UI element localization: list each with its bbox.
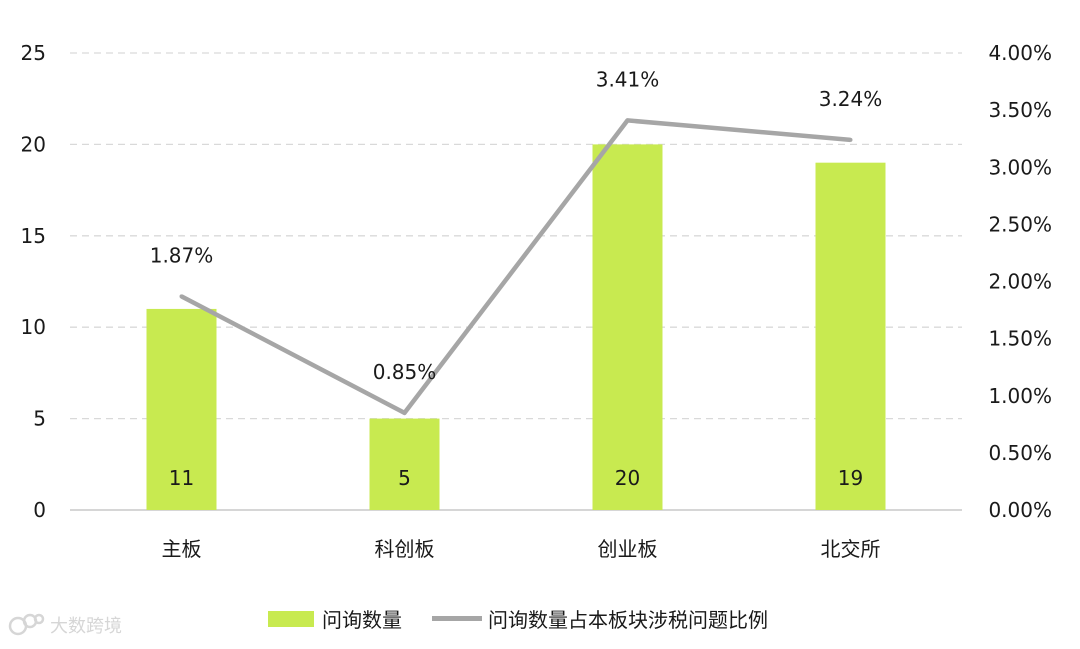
line-point	[625, 118, 630, 123]
legend-swatch-line	[432, 616, 482, 621]
legend-label-bar: 问询数量	[322, 608, 402, 632]
left-axis-tick-label: 25	[21, 41, 46, 65]
left-axis-tick-label: 20	[21, 132, 46, 156]
right-axis-tick-label: 0.50%	[988, 441, 1052, 465]
bar	[815, 162, 886, 510]
bar-value-label: 5	[398, 466, 411, 490]
watermark: 大数跨境	[8, 612, 122, 638]
left-axis-tick-label: 5	[33, 407, 46, 431]
left-axis-tick-label: 10	[21, 315, 46, 339]
right-axis-tick-label: 0.00%	[988, 498, 1052, 522]
bar-value-label: 11	[169, 466, 194, 490]
line-value-label: 3.41%	[596, 67, 660, 91]
left-axis-tick-label: 15	[21, 224, 46, 248]
right-axis-tick-label: 2.00%	[988, 270, 1052, 294]
line-point	[179, 294, 184, 299]
right-axis-tick-label: 4.00%	[988, 41, 1052, 65]
line-value-label: 0.85%	[373, 360, 437, 384]
line-point	[402, 410, 407, 415]
right-axis-tick-label: 3.50%	[988, 98, 1052, 122]
line-series	[180, 118, 851, 416]
right-axis-tick-label: 1.50%	[988, 327, 1052, 351]
left-axis-tick-label: 0	[33, 498, 46, 522]
bar	[369, 418, 440, 510]
legend-item-bar: 问询数量	[268, 604, 402, 633]
legend-swatch-bar	[268, 610, 314, 627]
right-axis-tick-label: 3.00%	[988, 155, 1052, 179]
right-axis-tick-label: 1.00%	[988, 384, 1052, 408]
bar	[146, 308, 217, 510]
line-value-label: 3.24%	[819, 87, 883, 111]
category-label: 科创板	[375, 537, 435, 561]
legend-label-line: 问询数量占本板块涉税问题比例	[488, 608, 768, 632]
right-axis-tick-label: 2.50%	[988, 212, 1052, 236]
line-point	[848, 137, 853, 142]
chart: 0 5 10 15 20 25 0.00% 0.50% 1.00% 1.50% 2.00% 2.50%…	[21, 41, 1052, 561]
category-label: 主板	[162, 537, 202, 561]
watermark-logo-icon	[8, 613, 45, 636]
bar-value-label: 20	[615, 466, 640, 490]
category-label: 北交所	[821, 537, 881, 561]
watermark-text: 大数跨境	[50, 616, 122, 637]
legend-item-line: 问询数量占本板块涉税问题比例	[402, 604, 768, 633]
line-value-label: 1.87%	[150, 243, 214, 267]
legend: 问询数量 问询数量占本板块涉税问题比例	[268, 604, 768, 633]
bar-value-label: 19	[838, 466, 863, 490]
category-label: 创业板	[598, 537, 658, 561]
bar	[592, 144, 663, 510]
